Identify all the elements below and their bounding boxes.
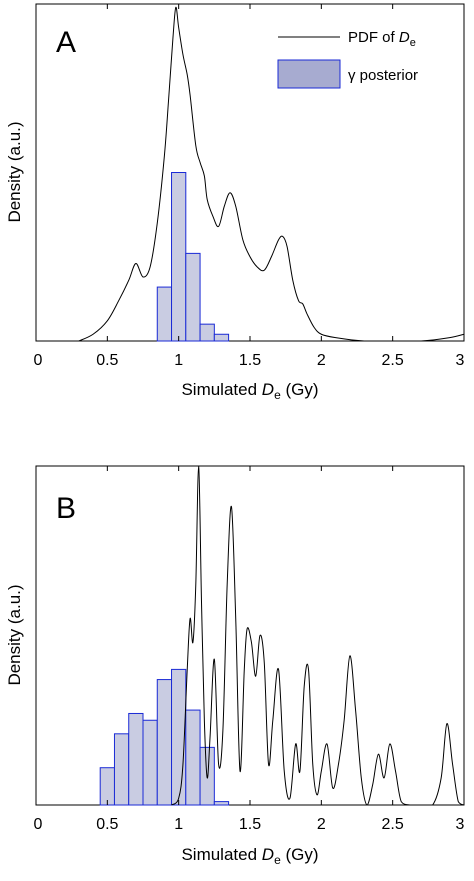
histogram-bar — [171, 172, 187, 342]
histogram-bars — [156, 172, 230, 342]
histogram-bar — [156, 286, 173, 342]
x-tick-label: 1.5 — [239, 816, 261, 833]
y-axis-label: Density (a.u.) — [5, 121, 24, 222]
histogram-bar — [156, 679, 173, 806]
x-tick-label: 2.5 — [382, 816, 404, 833]
histogram-bar — [113, 733, 130, 806]
x-tick-label: 3 — [456, 816, 465, 833]
panel-label: B — [56, 492, 76, 525]
x-axis-label-prefix: Simulated — [181, 380, 261, 399]
x-tick-label: 2.5 — [382, 352, 404, 369]
x-axis-label: Simulated De (Gy) — [181, 380, 318, 402]
histogram-bars — [99, 668, 230, 806]
x-axis-label-var: D — [262, 845, 274, 864]
x-tick-label: 0 — [34, 352, 43, 369]
x-tick-label: 1.5 — [239, 352, 261, 369]
histogram-bar — [99, 767, 115, 806]
legend-line-label-sub: e — [410, 37, 416, 49]
x-axis-label-unit: (Gy) — [281, 380, 319, 399]
pdf-curve — [78, 6, 465, 342]
legend-bar-swatch — [277, 59, 341, 89]
histogram-bar — [171, 668, 187, 806]
legend-line-label-var: D — [399, 29, 410, 46]
x-axis-label-sub: e — [274, 853, 281, 867]
x-axis-label-prefix: Simulated — [181, 845, 261, 864]
panel-b: 0 0.5 1 1.5 2 2.5 3 B Density (a.u.) Simulated… — [5, 465, 465, 867]
plot-area-frame — [35, 3, 465, 342]
x-axis-label-var: D — [262, 380, 274, 399]
x-axis-label: Simulated De (Gy) — [181, 845, 318, 867]
legend-line-label-prefix: PDF of — [348, 29, 399, 46]
x-axis-label-sub: e — [274, 388, 281, 402]
legend-bar-label: γ posterior — [348, 67, 418, 84]
histogram-bar — [213, 801, 230, 806]
x-ticks: 0 0.5 1 1.5 2 2.5 3 — [34, 4, 465, 369]
x-tick-label: 2 — [317, 352, 326, 369]
x-tick-label: 0 — [34, 816, 43, 833]
panel-label: A — [56, 26, 76, 59]
histogram-bar — [185, 252, 201, 342]
x-tick-label: 3 — [456, 352, 465, 369]
histogram-bar — [199, 323, 215, 342]
histogram-bar — [142, 719, 158, 806]
histogram-bar — [128, 712, 144, 806]
legend-line-label: PDF of De — [348, 29, 416, 49]
x-tick-label: 1 — [174, 816, 183, 833]
histogram-bar — [185, 709, 201, 806]
panel-a: 0 0.5 1 1.5 2 2.5 3 A Density (a.u.) Simulated… — [5, 3, 465, 402]
x-tick-label: 1 — [174, 352, 183, 369]
pdf-curve — [171, 465, 465, 806]
x-tick-label: 0.5 — [96, 352, 118, 369]
x-ticks: 0 0.5 1 1.5 2 2.5 3 — [34, 466, 465, 833]
legend: PDF of De γ posterior — [277, 29, 418, 89]
x-axis-label-unit: (Gy) — [281, 845, 319, 864]
x-tick-label: 0.5 — [96, 816, 118, 833]
y-axis-label: Density (a.u.) — [5, 584, 24, 685]
histogram-bar — [213, 333, 230, 342]
x-tick-label: 2 — [317, 816, 326, 833]
